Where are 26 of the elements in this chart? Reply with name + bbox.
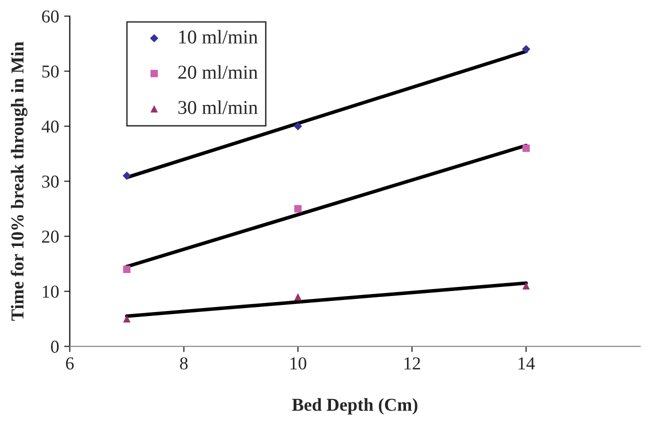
- y-tick-label: 10: [42, 286, 59, 298]
- point: [294, 205, 302, 212]
- x-tick-label: 10: [290, 357, 306, 370]
- point: [522, 144, 530, 152]
- x-axis-title: Bed Depth (Cm): [292, 398, 418, 415]
- legend-label: 20 ml/min: [178, 65, 258, 79]
- y-axis-title: Time for 10% break through in Min: [10, 42, 28, 321]
- y-tick-label: 40: [42, 120, 59, 133]
- x-tick-label: 6: [66, 357, 74, 370]
- y-tick-label: 60: [42, 10, 59, 23]
- legend-label: 30 ml/min: [178, 100, 258, 114]
- point: [522, 282, 530, 290]
- point: [522, 45, 530, 54]
- x-tick-label: 12: [404, 357, 420, 370]
- x-tick-label: 14: [518, 357, 535, 370]
- point: [123, 315, 130, 323]
- point: [294, 122, 302, 130]
- point: [294, 293, 302, 301]
- point: [123, 266, 130, 273]
- point: [122, 172, 131, 180]
- y-tick-label: 20: [42, 230, 59, 243]
- y-tick-label: 30: [42, 176, 59, 188]
- y-tick-label: 0: [51, 340, 59, 353]
- x-tick-label: 8: [180, 357, 188, 370]
- y-tick-label: 50: [42, 65, 59, 78]
- legend-label: 10 ml/min: [179, 30, 258, 44]
